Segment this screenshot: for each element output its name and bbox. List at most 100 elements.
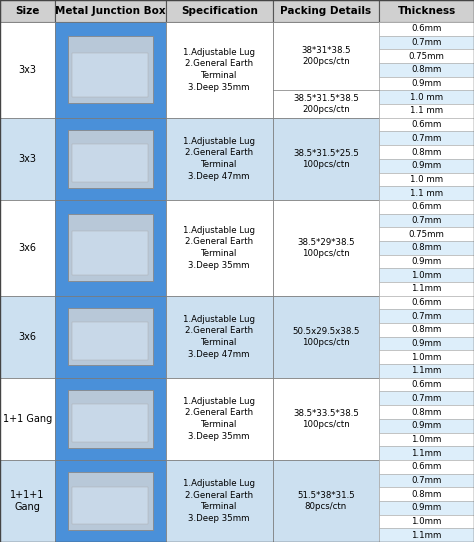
Bar	[0, 460, 55, 542]
Text: 0.8mm: 0.8mm	[411, 489, 442, 499]
Bar	[273, 200, 379, 296]
Bar	[166, 378, 273, 460]
Bar	[72, 322, 148, 360]
Text: 38.5*31.5*25.5
100pcs/ctn: 38.5*31.5*25.5 100pcs/ctn	[293, 149, 359, 169]
Bar	[379, 241, 474, 255]
Text: 1.Adjustable Lug
2.General Earth
Terminal
3.Deep 35mm: 1.Adjustable Lug 2.General Earth Termina…	[183, 225, 255, 270]
Bar	[379, 460, 474, 474]
Text: 1.1mm: 1.1mm	[411, 366, 442, 376]
Text: 38.5*31.5*38.5
200pcs/ctn: 38.5*31.5*38.5 200pcs/ctn	[293, 94, 359, 114]
Text: 0.9mm: 0.9mm	[411, 257, 442, 266]
Text: 51.5*38*31.5
80pcs/ctn: 51.5*38*31.5 80pcs/ctn	[297, 491, 355, 511]
Text: 38.5*29*38.5
100pcs/ctn: 38.5*29*38.5 100pcs/ctn	[297, 238, 355, 258]
Bar	[55, 0, 166, 22]
Bar	[379, 36, 474, 49]
Text: 0.7mm: 0.7mm	[411, 394, 442, 403]
Bar	[379, 515, 474, 528]
Bar	[379, 0, 474, 22]
Bar	[379, 282, 474, 296]
Bar	[379, 446, 474, 460]
Text: Size: Size	[15, 6, 39, 16]
Text: 0.6mm: 0.6mm	[411, 380, 442, 389]
Text: 1.Adjustable Lug
2.General Earth
Terminal
3.Deep 47mm: 1.Adjustable Lug 2.General Earth Termina…	[183, 314, 255, 359]
Bar	[379, 49, 474, 63]
Text: 0.8mm: 0.8mm	[411, 243, 442, 252]
Bar	[72, 145, 148, 182]
Text: 0.9mm: 0.9mm	[411, 504, 442, 512]
Bar	[379, 296, 474, 309]
Bar	[72, 231, 148, 275]
Bar	[72, 53, 148, 96]
Text: 3x3: 3x3	[18, 154, 36, 164]
Text: 1.0mm: 1.0mm	[411, 353, 442, 362]
Text: 0.7mm: 0.7mm	[411, 216, 442, 225]
Text: 0.6mm: 0.6mm	[411, 120, 442, 129]
Bar	[166, 118, 273, 200]
Bar	[379, 419, 474, 433]
Bar	[55, 296, 166, 378]
Bar	[379, 186, 474, 200]
Text: 0.9mm: 0.9mm	[411, 79, 442, 88]
Bar	[379, 391, 474, 405]
Text: Metal Junction Box: Metal Junction Box	[55, 6, 165, 16]
Bar	[379, 63, 474, 77]
Text: 0.75mm: 0.75mm	[409, 230, 445, 238]
Bar	[379, 200, 474, 214]
Text: 50.5x29.5x38.5
100pcs/ctn: 50.5x29.5x38.5 100pcs/ctn	[292, 327, 360, 347]
Text: 3x6: 3x6	[18, 332, 36, 342]
Bar	[166, 22, 273, 118]
Text: 1.1mm: 1.1mm	[411, 285, 442, 293]
Bar	[379, 91, 474, 104]
Text: 1.1mm: 1.1mm	[411, 449, 442, 457]
Bar	[68, 390, 153, 448]
Text: 0.8mm: 0.8mm	[411, 147, 442, 157]
Text: 1.Adjustable Lug
2.General Earth
Terminal
3.Deep 35mm: 1.Adjustable Lug 2.General Earth Termina…	[183, 397, 255, 441]
Bar	[379, 214, 474, 227]
Text: 38.5*33.5*38.5
100pcs/ctn: 38.5*33.5*38.5 100pcs/ctn	[293, 409, 359, 429]
Bar	[72, 404, 148, 442]
Bar	[273, 118, 379, 200]
Text: 0.8mm: 0.8mm	[411, 66, 442, 74]
Bar	[379, 309, 474, 323]
Text: 0.7mm: 0.7mm	[411, 312, 442, 321]
Text: 1.1 mm: 1.1 mm	[410, 106, 443, 115]
Bar	[379, 405, 474, 419]
Text: 1+1+1
Gang: 1+1+1 Gang	[10, 490, 45, 512]
Text: 1.0mm: 1.0mm	[411, 517, 442, 526]
Bar	[379, 172, 474, 186]
Text: Specification: Specification	[181, 6, 258, 16]
Bar	[55, 200, 166, 296]
Bar	[379, 104, 474, 118]
Bar	[55, 460, 166, 542]
Bar	[379, 378, 474, 391]
Text: 1.1mm: 1.1mm	[411, 531, 442, 540]
Bar	[166, 0, 273, 22]
Text: 3x3: 3x3	[18, 65, 36, 75]
Text: 0.9mm: 0.9mm	[411, 339, 442, 348]
Bar	[0, 22, 55, 118]
Bar	[379, 77, 474, 91]
Text: 0.6mm: 0.6mm	[411, 298, 442, 307]
Text: 0.8mm: 0.8mm	[411, 408, 442, 416]
Bar	[379, 323, 474, 337]
Bar	[68, 472, 153, 530]
Text: 1.Adjustable Lug
2.General Earth
Terminal
3.Deep 35mm: 1.Adjustable Lug 2.General Earth Termina…	[183, 48, 255, 92]
Text: 0.7mm: 0.7mm	[411, 38, 442, 47]
Text: 0.7mm: 0.7mm	[411, 134, 442, 143]
Bar	[0, 0, 55, 22]
Text: 1+1 Gang: 1+1 Gang	[3, 414, 52, 424]
Bar	[68, 36, 153, 104]
Text: 0.75mm: 0.75mm	[409, 51, 445, 61]
Bar	[0, 118, 55, 200]
Bar	[379, 132, 474, 145]
Text: 38*31*38.5
200pcs/ctn: 38*31*38.5 200pcs/ctn	[301, 46, 351, 66]
Bar	[68, 130, 153, 188]
Text: 1.Adjustable Lug
2.General Earth
Terminal
3.Deep 47mm: 1.Adjustable Lug 2.General Earth Termina…	[183, 137, 255, 181]
Bar	[273, 296, 379, 378]
Text: 1.0 mm: 1.0 mm	[410, 93, 443, 102]
Text: 1.1 mm: 1.1 mm	[410, 189, 443, 197]
Text: 0.9mm: 0.9mm	[411, 421, 442, 430]
Bar	[166, 200, 273, 296]
Bar	[379, 487, 474, 501]
Text: 0.6mm: 0.6mm	[411, 24, 442, 34]
